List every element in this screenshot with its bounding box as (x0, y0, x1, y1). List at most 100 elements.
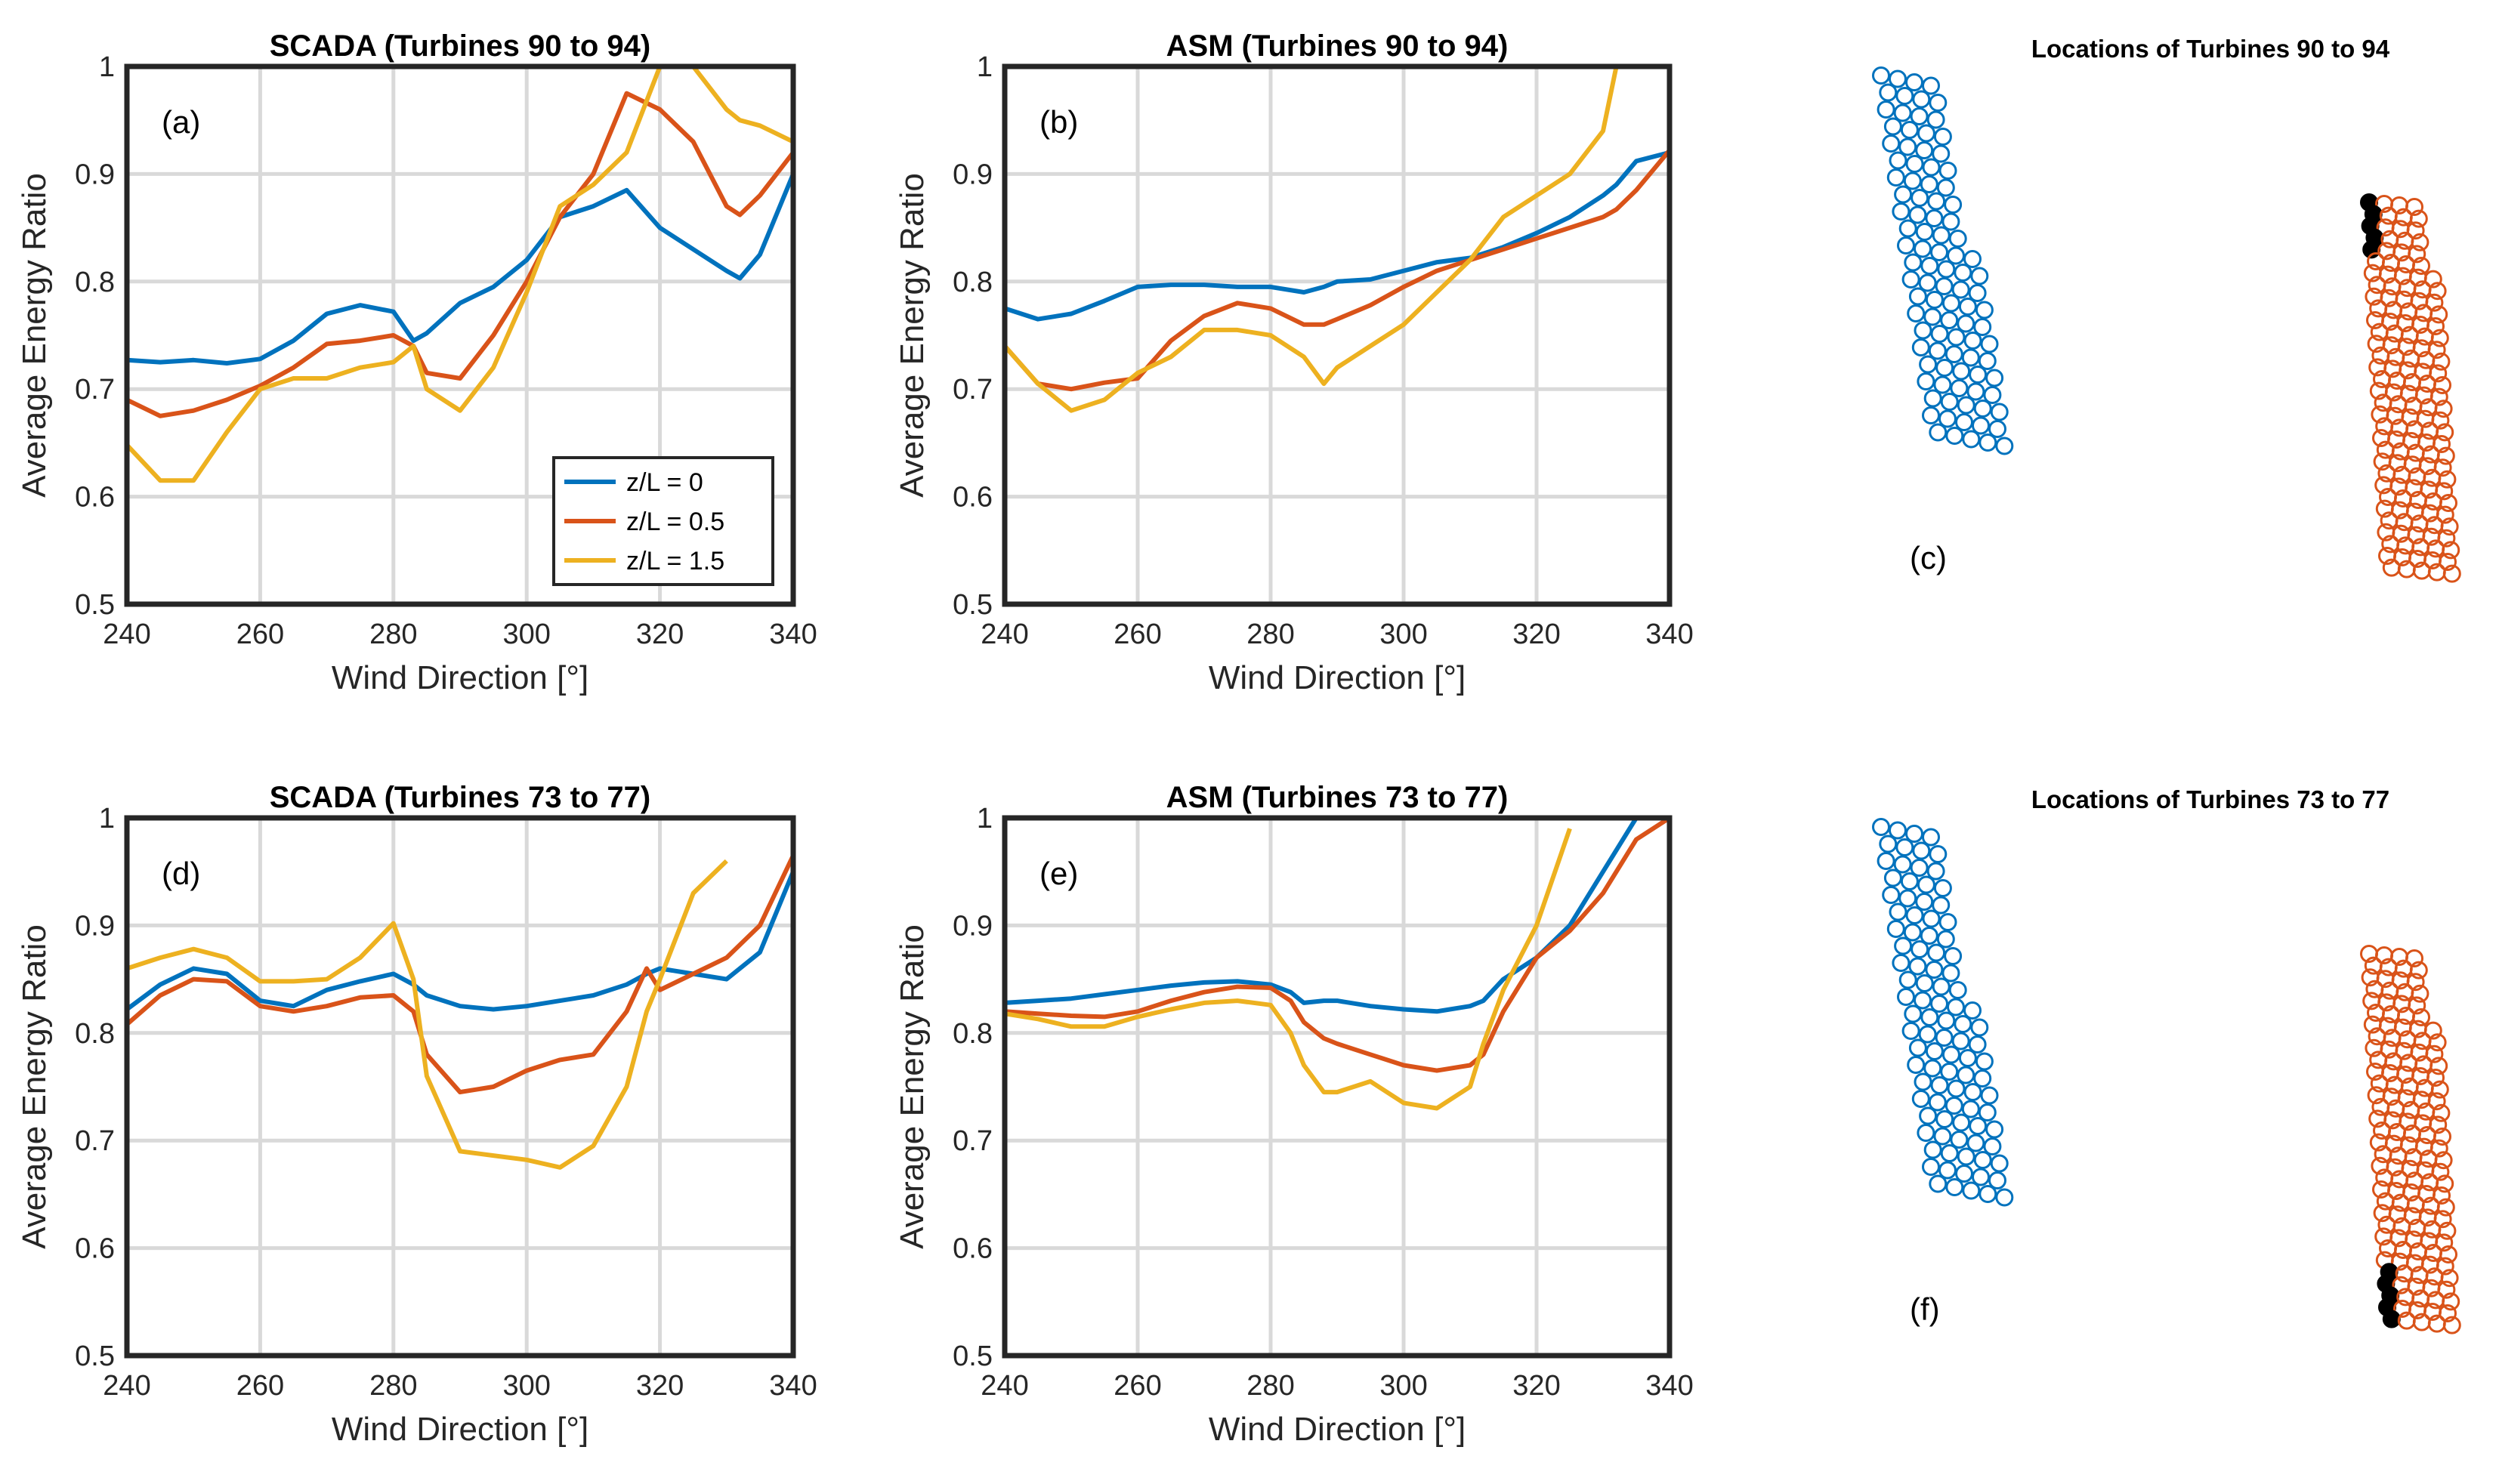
turbine-marker (2435, 1233, 2454, 1252)
x-tick-label: 240 (103, 1370, 150, 1402)
x-tick-label: 320 (1512, 1370, 1560, 1402)
turbine-marker (2428, 282, 2447, 301)
turbine-marker (1932, 896, 1951, 915)
turbine-marker (1963, 1083, 1982, 1101)
turbine-marker (2436, 505, 2454, 524)
chart-title: SCADA (Turbines 90 to 94) (270, 29, 651, 63)
turbine-marker (2440, 1269, 2459, 1288)
y-tick-label: 1 (977, 51, 993, 83)
turbine-marker (2434, 400, 2453, 418)
turbine-marker (1935, 359, 1954, 377)
turbine-marker (2431, 1162, 2450, 1181)
turbine-marker (1911, 338, 1930, 356)
turbine-marker (2423, 270, 2442, 288)
turbine-marker (1973, 400, 1992, 418)
y-tick-label: 1 (977, 803, 993, 835)
turbine-marker (1926, 110, 1945, 129)
turbine-marker (1937, 260, 1956, 279)
turbine-marker (1969, 366, 1988, 384)
chart-title: ASM (Turbines 90 to 94) (1166, 29, 1509, 63)
turbine-marker (1898, 889, 1917, 908)
series-line-3 (127, 859, 728, 1170)
turbine-marker (1918, 273, 1937, 292)
turbine-marker (1898, 970, 1917, 989)
turbine-marker (1979, 433, 1997, 452)
turbine-marker (1893, 103, 1912, 122)
turbine-marker (1978, 352, 1997, 370)
turbine-marker (2442, 1316, 2461, 1334)
turbine-marker (1903, 923, 1922, 942)
turbine-marker (2433, 1210, 2452, 1229)
x-tick-label: 340 (1645, 1370, 1693, 1402)
turbine-marker (1932, 977, 1951, 996)
y-tick-label: 0.7 (75, 374, 115, 406)
turbine-marker (1894, 185, 1913, 204)
turbine-marker (2442, 564, 2461, 583)
turbine-marker (2432, 1103, 2451, 1122)
y-tick-label: 0.8 (75, 267, 115, 298)
turbine-marker (1985, 369, 2004, 387)
panel-label: (c) (1910, 540, 1947, 575)
turbine-marker (2427, 341, 2446, 359)
turbine-marker (2436, 423, 2454, 442)
turbine-marker (1898, 219, 1917, 238)
turbine-marker (2436, 1174, 2454, 1193)
turbine-marker (2436, 1198, 2455, 1217)
turbine-marker (2428, 1033, 2447, 1052)
turbine-marker (1904, 1004, 1923, 1023)
turbine-marker (1886, 920, 1905, 938)
turbine-marker (1926, 862, 1945, 881)
turbine-marker (1944, 196, 1963, 214)
turbine-marker (1905, 73, 1923, 91)
turbine-marker (1951, 280, 1970, 299)
turbine-marker (1990, 1154, 2009, 1173)
turbine-marker (1889, 902, 1907, 921)
turbine-marker (1947, 246, 1965, 265)
turbine-marker (1905, 155, 1924, 173)
turbine-marker (1973, 1151, 1992, 1169)
turbine-marker (1903, 171, 1922, 190)
turbine-marker (2437, 1280, 2456, 1299)
series-line-2 (1005, 816, 1670, 1073)
turbine-marker (1911, 940, 1929, 958)
y-tick-label: 0.5 (953, 1341, 993, 1372)
turbine-marker (1898, 137, 1917, 156)
turbine-marker (1930, 243, 1948, 261)
y-tick-label: 0.7 (953, 374, 993, 406)
turbine-marker (1929, 845, 1948, 863)
turbine-marker (1922, 76, 1940, 95)
turbine-marker (1889, 821, 1907, 840)
chart-a: 240 260 280 300 320 340 0.5 0.6 0.7 0.8 0.9 1 Wind D… (16, 29, 817, 696)
turbine-marker (2433, 435, 2451, 453)
turbine-marker (1872, 66, 1890, 85)
turbine-marker (2405, 198, 2423, 216)
plot-frame (124, 63, 796, 607)
turbine-marker (2408, 996, 2426, 1015)
turbine-marker (1879, 83, 1898, 102)
turbine-marker (1905, 906, 1924, 924)
turbine-marker (1961, 1100, 1980, 1118)
turbine-marker (2439, 1304, 2457, 1322)
y-axis-label: Average Energy Ratio (16, 173, 53, 498)
turbine-marker (1935, 1029, 1954, 1047)
turbine-marker (2426, 1069, 2445, 1087)
turbine-marker (1917, 372, 1935, 390)
turbine-marker (1963, 1001, 1982, 1020)
turbine-marker (1957, 396, 1975, 415)
turbine-marker (2405, 949, 2423, 967)
x-tick-label: 260 (1114, 1370, 1161, 1402)
turbine-marker (1927, 192, 1946, 211)
turbine-marker (1938, 409, 1957, 428)
turbine-marker (1941, 212, 1960, 231)
y-tick-label: 0.9 (75, 910, 115, 942)
turbine-marker (1911, 1090, 1930, 1108)
turbine-marker (2409, 209, 2428, 228)
turbine-marker (1980, 1086, 1999, 1105)
turbine-marker (1901, 270, 1920, 288)
chart-d: 240 260 280 300 320 340 0.5 0.6 0.7 0.8 0.9 1 Wind D… (16, 781, 817, 1448)
x-tick-label: 300 (502, 1370, 550, 1402)
x-tick-label: 300 (1379, 1370, 1427, 1402)
turbine-marker (1907, 1056, 1926, 1074)
turbine-marker (1968, 284, 1987, 302)
turbine-marker (1919, 355, 1938, 374)
